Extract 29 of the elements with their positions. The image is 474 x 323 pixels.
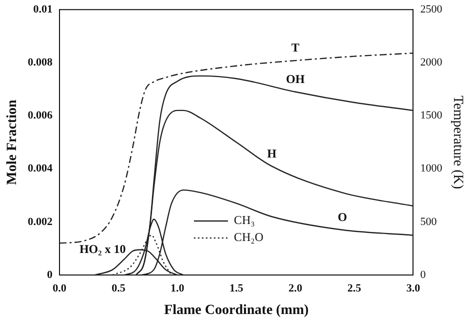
y-tick-label: 0.002 [28,216,54,228]
y-axis-title: Mole Fraction [5,100,20,185]
y-tick-label: 0.01 [33,3,53,16]
x-tick-label: 2.0 [288,282,303,294]
y2-axis-title: Temperature (K) [450,96,465,190]
annotation: O [338,210,348,224]
annotation: OH [286,72,306,86]
y2-tick-label: 2500 [420,3,443,16]
y-tick-label: 0.008 [28,56,54,69]
y2-tick-label: 1500 [420,110,443,122]
y2-tick-label: 0 [420,268,426,281]
y-tick-label: 0.004 [28,162,54,175]
x-tick-label: 2.5 [347,282,362,294]
annotation: T [291,40,300,55]
y-tick-label: 0 [47,268,54,281]
annotation: HO₂ x 10 [79,242,126,256]
x-tick-label: 1.5 [230,282,244,294]
legend-label: CH₂O [234,230,264,244]
x-axis-title: Flame Coordinate (mm) [164,303,310,318]
legend-label: CH₃ [234,213,255,228]
y2-tick-label: 2000 [420,56,443,69]
x-tick-label: 0.5 [112,282,126,294]
x-tick-label: 1.0 [170,282,185,294]
y2-tick-label: 1000 [420,162,443,175]
x-tick-label: 0.0 [52,282,67,294]
annotation: H [267,146,278,160]
y-tick-label: 0.006 [28,110,54,122]
x-tick-label: 3.0 [406,282,421,294]
y2-tick-label: 500 [420,216,438,228]
